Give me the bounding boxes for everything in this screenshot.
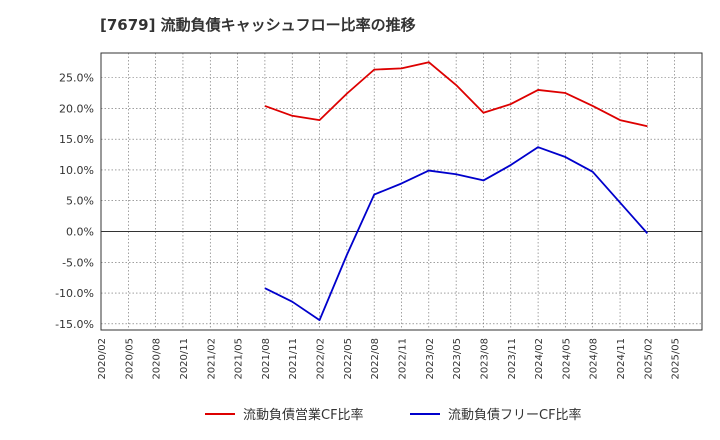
y-tick-label: 25.0%	[59, 72, 94, 85]
x-axis: 2020/02 2020/05 2020/08 2020/11 2021/02 2021/…	[97, 338, 682, 380]
series-line-2	[264, 146, 649, 322]
legend-label-2: 流動負債フリーCF比率	[448, 407, 582, 423]
y-tick-label: 15.0%	[59, 133, 94, 146]
x-tick-label: 2024/02	[534, 338, 545, 380]
x-tick-label: 2024/11	[616, 338, 627, 380]
x-tick-label: 2025/05	[671, 338, 682, 380]
x-tick-label: 2023/02	[425, 338, 436, 380]
x-tick-label: 2021/02	[206, 338, 217, 380]
series-line-1	[264, 61, 648, 128]
x-tick-label: 2024/08	[589, 338, 600, 380]
y-tick-label: -10.0%	[55, 287, 94, 300]
x-tick-label: 2020/08	[152, 338, 163, 380]
series-layer	[264, 61, 649, 322]
x-tick-label: 2021/11	[288, 338, 299, 380]
y-tick-label: 5.0%	[66, 195, 94, 208]
x-tick-label: 2022/11	[398, 338, 409, 380]
grid-layer	[101, 53, 702, 330]
x-tick-label: 2020/05	[124, 338, 135, 380]
x-tick-label: 2023/11	[507, 338, 518, 380]
x-tick-label: 2020/11	[179, 338, 190, 380]
x-tick-label: 2021/08	[261, 338, 272, 380]
y-tick-label: -5.0%	[62, 256, 94, 269]
chart-title: [7679] 流動負債キャッシュフロー比率の推移	[100, 16, 416, 34]
y-tick-label: -15.0%	[55, 318, 94, 331]
legend: 流動負債営業CF比率 流動負債フリーCF比率	[205, 407, 582, 423]
y-tick-label: 10.0%	[59, 164, 94, 177]
x-tick-label: 2020/02	[97, 338, 108, 380]
legend-label-1: 流動負債営業CF比率	[243, 407, 364, 423]
x-tick-label: 2023/08	[479, 338, 490, 380]
x-tick-label: 2025/02	[643, 338, 654, 380]
y-axis: -15.0% -10.0% -5.0% 0.0% 5.0% 10.0% 15.0% 20.0%…	[55, 72, 94, 331]
y-tick-label: 20.0%	[59, 102, 94, 115]
x-tick-label: 2021/05	[234, 338, 245, 380]
x-tick-label: 2022/08	[370, 338, 381, 380]
x-tick-label: 2022/02	[316, 338, 327, 380]
x-tick-label: 2024/05	[561, 338, 572, 380]
x-tick-label: 2023/05	[452, 338, 463, 380]
x-tick-label: 2022/05	[343, 338, 354, 380]
y-tick-label: 0.0%	[66, 226, 94, 239]
plot-frame	[100, 52, 703, 331]
